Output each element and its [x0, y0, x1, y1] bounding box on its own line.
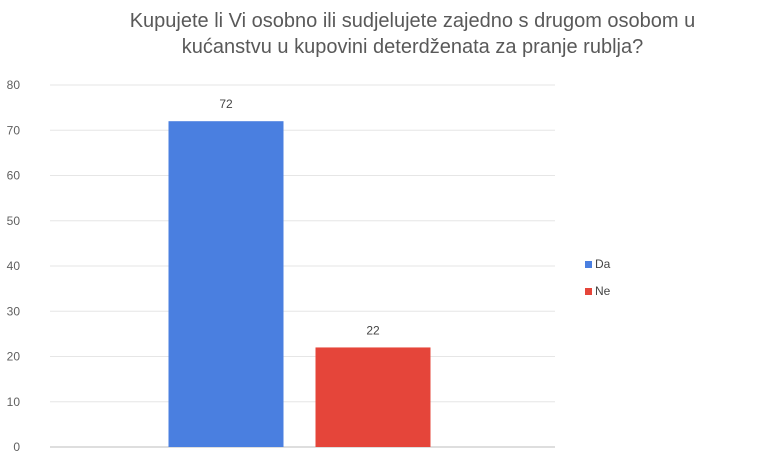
- y-tick-label: 60: [7, 169, 21, 183]
- data-label-da: 72: [219, 97, 233, 111]
- data-labels: 72 22: [219, 97, 380, 337]
- legend-swatch-da: [585, 261, 592, 268]
- legend-label-ne: Ne: [595, 284, 611, 298]
- bars: [168, 121, 431, 447]
- y-tick-label: 70: [7, 123, 21, 137]
- chart-title: Kupujete li Vi osobno ili sudjelujete za…: [129, 10, 696, 58]
- legend-label-da: Da: [595, 257, 611, 271]
- y-tick-label: 40: [7, 259, 21, 273]
- y-tick-label: 30: [7, 304, 21, 318]
- bar-ne: [315, 347, 431, 447]
- y-tick-label: 10: [7, 395, 21, 409]
- y-tick-label: 0: [13, 440, 20, 454]
- data-label-ne: 22: [366, 323, 380, 337]
- bar-da: [168, 121, 284, 447]
- y-tick-label: 50: [7, 214, 21, 228]
- legend-swatch-ne: [585, 288, 592, 295]
- y-tick-label: 20: [7, 350, 21, 364]
- legend: Da Ne: [585, 257, 611, 298]
- y-axis: 0 10 20 30 40 50 60 70 80: [7, 78, 21, 454]
- gridlines: [50, 84, 555, 448]
- y-tick-label: 80: [7, 78, 21, 92]
